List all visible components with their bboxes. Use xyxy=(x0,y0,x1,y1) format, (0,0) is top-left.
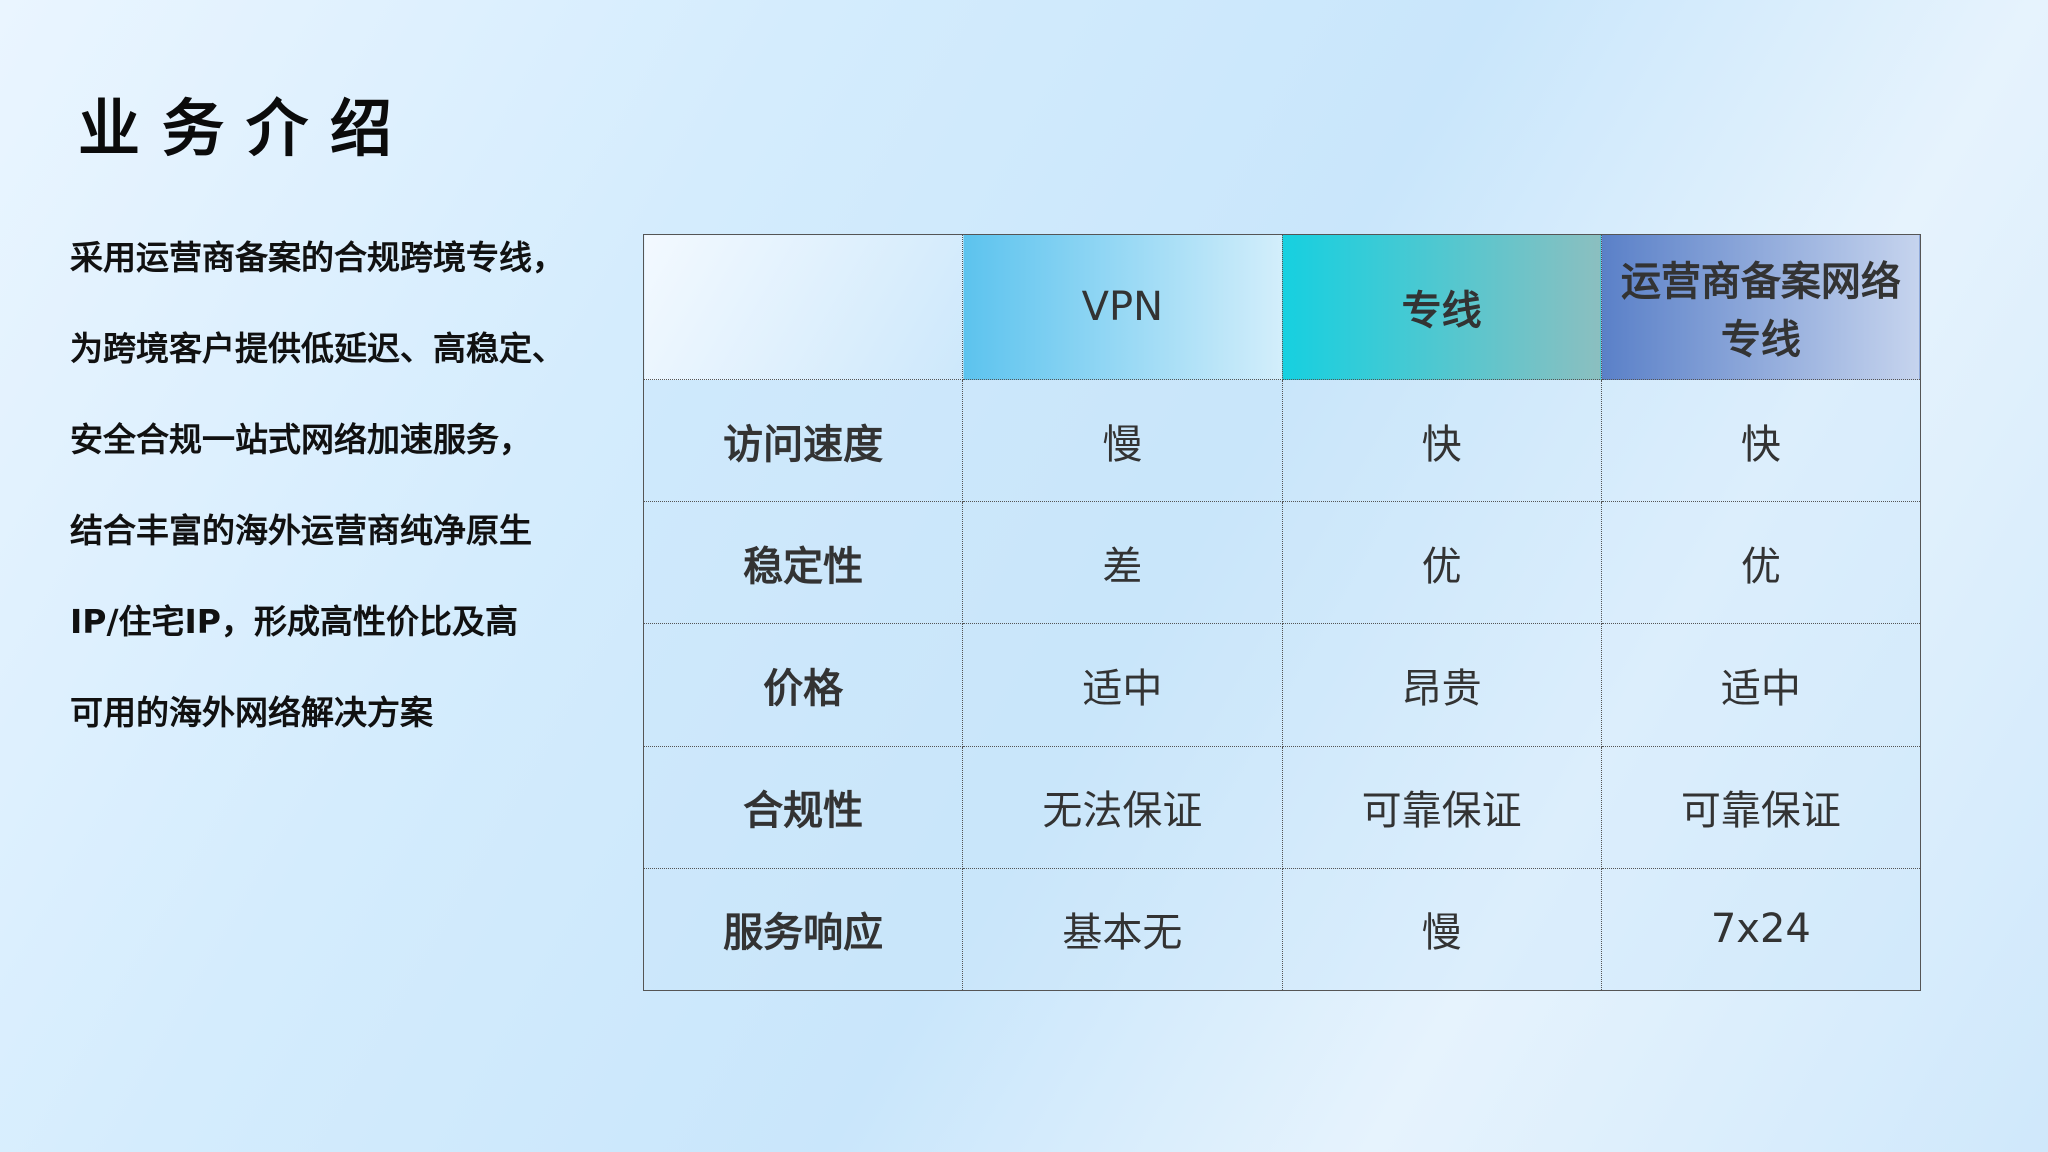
page-title: 业务介绍 xyxy=(78,92,415,165)
table-cell: 适中 xyxy=(1600,623,1922,747)
header-empty xyxy=(642,234,964,380)
table-row: 访问速度慢快快 xyxy=(642,378,1922,503)
paragraph-line: 可用的海外网络解决方案 xyxy=(70,693,433,732)
table-cell: 差 xyxy=(962,501,1283,625)
row-label: 价格 xyxy=(642,623,964,747)
intro-paragraph: 采用运营商备案的合规跨境专线， 为跨境客户提供低延迟、高稳定、 安全合规一站式网… xyxy=(70,232,610,778)
table-header-row: VPN 专线 运营商备案网络专线 xyxy=(642,234,1922,380)
comparison-table: VPN 专线 运营商备案网络专线 访问速度慢快快稳定性差优优价格 适中 昂贵 适中 合规… xyxy=(642,234,1922,992)
table-cell: 快 xyxy=(1281,378,1602,503)
table-cell: 适中 xyxy=(962,623,1283,747)
header-carrier-line: 运营商备案网络专线 xyxy=(1600,234,1922,380)
table-row: 稳定性差优优 xyxy=(642,501,1922,625)
row-label: 稳定性 xyxy=(642,501,964,625)
header-dedicated-line: 专线 xyxy=(1281,234,1602,380)
paragraph-line: IP/住宅IP，形成高性价比及高 xyxy=(70,602,518,641)
paragraph-line: 为跨境客户提供低延迟、高稳定、 xyxy=(70,329,565,368)
table-cell: 昂贵 xyxy=(1281,623,1602,747)
table-cell: 无法保证 xyxy=(962,745,1283,869)
table-cell: 可靠保证 xyxy=(1281,745,1602,869)
table-cell: 慢 xyxy=(1281,867,1602,992)
paragraph-line: 结合丰富的海外运营商纯净原生 xyxy=(70,511,532,550)
row-label: 合规性 xyxy=(642,745,964,869)
table-cell: 可靠保证 xyxy=(1600,745,1922,869)
table-cell: 慢 xyxy=(962,378,1283,503)
table-cell: 快 xyxy=(1600,378,1922,503)
table-cell: 优 xyxy=(1281,501,1602,625)
table-row: 合规性 无法保证 可靠保证 可靠保证 xyxy=(642,745,1922,869)
paragraph-line: 安全合规一站式网络加速服务， xyxy=(70,420,532,459)
table-row: 服务响应 基本无慢 7x24 xyxy=(642,867,1922,992)
table-cell: 7x24 xyxy=(1600,867,1922,992)
header-vpn: VPN xyxy=(962,234,1283,380)
table-cell: 基本无 xyxy=(962,867,1283,992)
table-row: 价格 适中 昂贵 适中 xyxy=(642,623,1922,747)
table-cell: 优 xyxy=(1600,501,1922,625)
row-label: 访问速度 xyxy=(642,378,964,503)
paragraph-line: 采用运营商备案的合规跨境专线， xyxy=(70,238,565,277)
row-label: 服务响应 xyxy=(642,867,964,992)
